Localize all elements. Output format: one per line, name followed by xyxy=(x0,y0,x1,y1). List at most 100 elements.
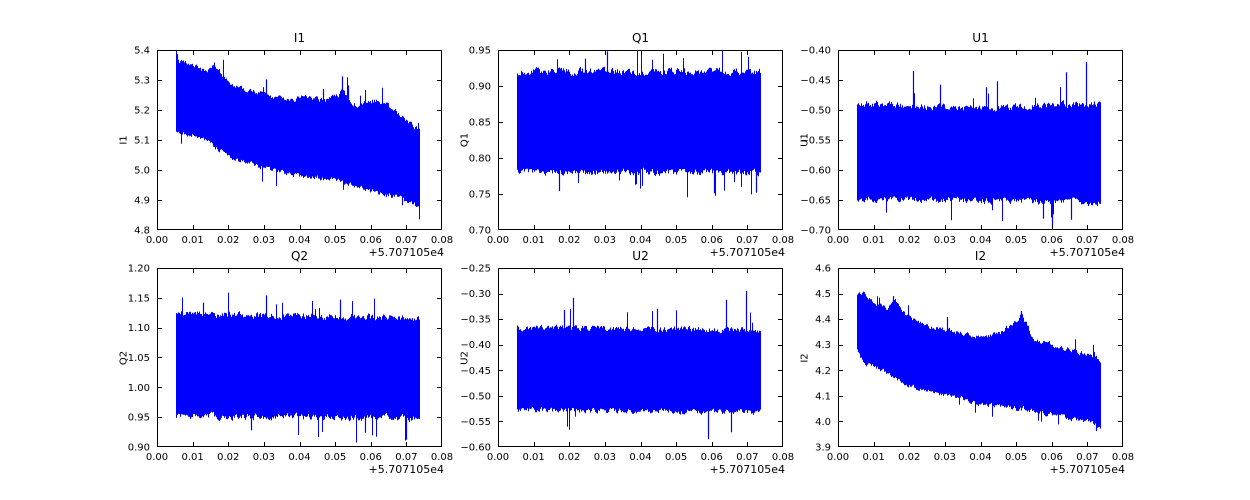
svg-text:0.07: 0.07 xyxy=(395,452,417,463)
svg-text:0.95: 0.95 xyxy=(469,46,491,57)
subplot-q1-plot-area: 0.00 0.01 0.02 0.03 0.04 0.05 0.06 0.07 0.08 0.70… xyxy=(469,46,794,247)
svg-text:0.03: 0.03 xyxy=(253,235,275,246)
svg-text:−0.55: −0.55 xyxy=(800,136,831,147)
svg-text:4.4: 4.4 xyxy=(815,315,831,326)
svg-text:0.01: 0.01 xyxy=(862,452,884,463)
subplot-q1-ylabel: Q1 xyxy=(459,132,471,148)
svg-text:0.90: 0.90 xyxy=(128,443,150,454)
subplot-i2-title: I2 xyxy=(974,249,987,263)
svg-text:0.05: 0.05 xyxy=(324,452,346,463)
svg-text:5.4: 5.4 xyxy=(134,46,150,57)
svg-text:1.15: 1.15 xyxy=(128,293,150,304)
subplot-u2-plot-area: 0.00 0.01 0.02 0.03 0.04 0.05 0.06 0.07 0.08 −0.6… xyxy=(460,264,794,464)
svg-text:0.04: 0.04 xyxy=(969,235,991,246)
subplot-i2-plot-area: 0.00 0.01 0.02 0.03 0.04 0.05 0.06 0.07 0.08 3.9 4… xyxy=(815,264,1134,464)
svg-text:0.06: 0.06 xyxy=(701,452,723,463)
svg-text:0.08: 0.08 xyxy=(1112,452,1134,463)
svg-text:0.02: 0.02 xyxy=(558,235,580,246)
subplot-u1-x-offset-label: +5.707105e4 xyxy=(1049,246,1125,259)
svg-text:0.00: 0.00 xyxy=(487,235,509,246)
svg-text:0.80: 0.80 xyxy=(469,154,491,165)
svg-text:0.06: 0.06 xyxy=(1041,235,1063,246)
svg-text:5.1: 5.1 xyxy=(134,136,150,147)
svg-text:0.07: 0.07 xyxy=(1076,235,1098,246)
svg-text:5.0: 5.0 xyxy=(134,166,150,177)
svg-text:1.20: 1.20 xyxy=(128,264,150,275)
subplot-u1-title: U1 xyxy=(972,31,989,45)
svg-text:0.06: 0.06 xyxy=(1041,452,1063,463)
subplot-i1-ylabel: I1 xyxy=(118,135,130,145)
svg-text:4.2: 4.2 xyxy=(815,366,831,377)
svg-text:0.08: 0.08 xyxy=(1112,235,1134,246)
svg-text:0.03: 0.03 xyxy=(253,452,275,463)
svg-text:0.01: 0.01 xyxy=(181,235,203,246)
svg-text:−0.45: −0.45 xyxy=(460,366,491,377)
svg-text:0.08: 0.08 xyxy=(431,452,453,463)
svg-text:0.75: 0.75 xyxy=(469,190,491,201)
svg-text:1.10: 1.10 xyxy=(128,323,150,334)
svg-text:−0.40: −0.40 xyxy=(460,340,491,351)
svg-text:4.6: 4.6 xyxy=(815,264,831,275)
subplot-q1-x-offset-label: +5.707105e4 xyxy=(709,246,785,259)
svg-text:0.04: 0.04 xyxy=(629,235,651,246)
subplot-q2: Q2 Q2 +5.707105e4 0.00 0.01 0.02 0.03 0.04 0.… xyxy=(119,249,454,476)
svg-text:0.00: 0.00 xyxy=(827,235,849,246)
svg-text:0.08: 0.08 xyxy=(772,235,794,246)
svg-text:−0.55: −0.55 xyxy=(460,417,491,428)
svg-text:−0.50: −0.50 xyxy=(800,106,831,117)
svg-text:1.00: 1.00 xyxy=(128,383,150,394)
svg-text:0.03: 0.03 xyxy=(594,452,616,463)
svg-text:4.3: 4.3 xyxy=(815,340,831,351)
subplot-u2-ylabel: U2 xyxy=(459,350,471,365)
svg-text:0.04: 0.04 xyxy=(288,235,310,246)
svg-text:0.07: 0.07 xyxy=(736,235,758,246)
svg-text:0.06: 0.06 xyxy=(360,452,382,463)
svg-text:4.1: 4.1 xyxy=(815,391,831,402)
svg-text:−0.40: −0.40 xyxy=(800,46,831,57)
svg-text:0.07: 0.07 xyxy=(736,452,758,463)
subplot-i1-title: I1 xyxy=(293,31,306,45)
svg-text:0.00: 0.00 xyxy=(827,452,849,463)
svg-text:0.05: 0.05 xyxy=(665,235,687,246)
subplot-u1-plot-area: 0.00 0.01 0.02 0.03 0.04 0.05 0.06 0.07 0.08 −0.7… xyxy=(800,46,1134,247)
svg-text:3.9: 3.9 xyxy=(815,443,831,454)
svg-text:0.02: 0.02 xyxy=(217,235,239,246)
subplot-i1-x-offset-label: +5.707105e4 xyxy=(368,246,444,259)
subplot-q2-x-offset-label: +5.707105e4 xyxy=(368,463,444,476)
subplot-q1: Q1 Q1 +5.707105e4 0.00 0.01 0.02 0.03 0.04 0.… xyxy=(460,31,795,259)
svg-text:0.95: 0.95 xyxy=(128,413,150,424)
svg-text:4.9: 4.9 xyxy=(134,196,150,207)
svg-text:−0.45: −0.45 xyxy=(800,76,831,87)
svg-text:0.04: 0.04 xyxy=(969,452,991,463)
svg-text:4.5: 4.5 xyxy=(815,289,831,300)
svg-text:0.02: 0.02 xyxy=(558,452,580,463)
subplot-i1-plot-area: 0.00 0.01 0.02 0.03 0.04 0.05 0.06 0.07 0.08 4.8 4… xyxy=(134,46,453,247)
subplot-u1: U1 U1 +5.707105e4 0.00 0.01 0.02 0.03 0.04 0.… xyxy=(800,31,1135,259)
svg-text:0.05: 0.05 xyxy=(1005,452,1027,463)
svg-text:0.70: 0.70 xyxy=(469,226,491,237)
svg-text:−0.65: −0.65 xyxy=(800,196,831,207)
svg-text:4.8: 4.8 xyxy=(134,226,150,237)
svg-text:0.08: 0.08 xyxy=(431,235,453,246)
svg-text:0.07: 0.07 xyxy=(395,235,417,246)
svg-text:0.05: 0.05 xyxy=(1005,235,1027,246)
svg-text:0.06: 0.06 xyxy=(360,235,382,246)
svg-text:0.05: 0.05 xyxy=(665,452,687,463)
svg-text:0.03: 0.03 xyxy=(934,235,956,246)
svg-text:0.05: 0.05 xyxy=(324,235,346,246)
svg-text:−0.60: −0.60 xyxy=(460,443,491,454)
subplot-u2: U2 U2 +5.707105e4 0.00 0.01 0.02 0.03 0.04 0.… xyxy=(460,249,795,476)
svg-text:1.05: 1.05 xyxy=(128,353,150,364)
svg-text:0.01: 0.01 xyxy=(181,452,203,463)
svg-text:0.03: 0.03 xyxy=(594,235,616,246)
svg-text:−0.60: −0.60 xyxy=(800,166,831,177)
svg-text:0.01: 0.01 xyxy=(522,235,544,246)
svg-text:−0.25: −0.25 xyxy=(460,264,491,275)
svg-text:5.3: 5.3 xyxy=(134,76,150,87)
svg-text:0.08: 0.08 xyxy=(772,452,794,463)
subplot-i2: I2 I2 +5.707105e4 0.00 0.01 0.02 0.03 0.04 0.… xyxy=(800,249,1135,476)
svg-text:0.07: 0.07 xyxy=(1076,452,1098,463)
subplot-u2-x-offset-label: +5.707105e4 xyxy=(709,463,785,476)
svg-text:0.03: 0.03 xyxy=(934,452,956,463)
